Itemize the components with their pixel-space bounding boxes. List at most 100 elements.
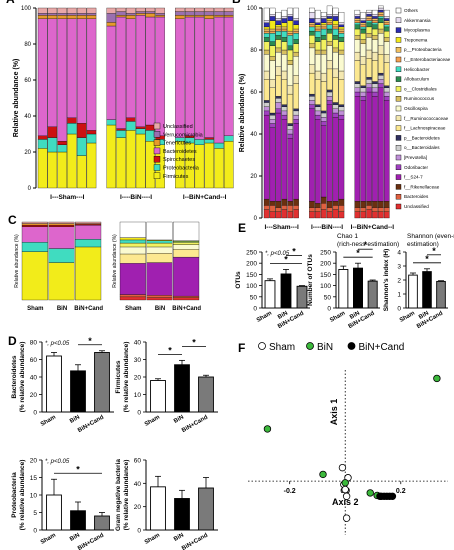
bar-bacteroidetes — [106, 25, 116, 120]
bar-oscillospira — [326, 45, 333, 61]
y-tick-label: 100 — [320, 283, 331, 290]
legend-swatch-akkermansia — [395, 17, 402, 23]
bar-sham — [338, 269, 349, 309]
bar-f-lachnospiraceae — [354, 60, 361, 82]
bar-oscillospira — [269, 60, 276, 80]
significance-star: * — [284, 254, 288, 264]
bar-treponema — [332, 20, 339, 25]
bar-tenericutes — [145, 13, 156, 18]
bar-ruminococcus — [366, 33, 372, 38]
bar-proteobacteria — [116, 130, 126, 138]
bar-mycoplasma — [275, 20, 282, 25]
legend-swatch-allobaculum — [395, 76, 402, 82]
bar-firmicutes — [106, 124, 116, 189]
bar-f-enterobacteriaceae — [293, 30, 299, 34]
bar-treponema — [293, 24, 299, 30]
bar-akkermansia — [360, 18, 366, 21]
y-tick-label: 60 — [134, 458, 142, 465]
legend-swatch-f-enterobacteriaceae — [395, 56, 402, 63]
chart-title-line2: estimation) — [407, 241, 439, 248]
x-tick-label: Sham — [399, 311, 416, 324]
bar-allobaculum — [372, 24, 378, 30]
bar-mycoplasma — [332, 16, 339, 21]
bar-allobaculum — [287, 45, 293, 51]
bar-bacteroides — [315, 207, 321, 212]
panel-a: A 0 20 40 60 80 100 Relative abundance (%) I---S… — [6, 0, 234, 201]
bar-oscillospira — [338, 54, 345, 72]
point-bin-cand — [388, 492, 397, 500]
legend-swatch-verrucomicrobia — [153, 131, 161, 138]
bar-allobaculum — [366, 22, 372, 28]
y-tick-label: 50 — [324, 294, 332, 301]
bar-p-proteobacteria — [287, 30, 293, 34]
bar-firmicutes — [76, 155, 87, 189]
significance-note: *, p<0.05 — [265, 251, 290, 257]
bar-f-lachnospiraceae — [281, 79, 288, 105]
bar-others — [146, 221, 173, 241]
bar-allobaculum — [269, 41, 276, 46]
bar-f-s24-7 — [146, 262, 173, 296]
bar-f-ruminococcaceae — [263, 70, 270, 80]
bar-prevotella — [326, 96, 333, 101]
bar-tenericutes — [57, 15, 67, 19]
bar-f-rikenellaceae — [378, 201, 384, 208]
bar-p-bacteroidetes — [263, 100, 270, 103]
x-tick-label: Sham — [125, 306, 141, 312]
bar-unclassified — [287, 211, 293, 219]
bar-verrucomicrobia — [155, 13, 165, 16]
y-axis-label-unit: (% relative abundance) — [19, 342, 26, 413]
bar-f-lachnospiraceae — [372, 60, 378, 82]
bar-allobaculum — [338, 37, 345, 42]
bar-unclassified — [275, 211, 282, 219]
bar-spirochaetes — [21, 224, 48, 227]
bar-firmicutes — [116, 137, 126, 189]
bar-f-lachnospiraceae — [378, 54, 384, 74]
bar-odoribacter — [293, 119, 299, 124]
bar-treponema — [269, 20, 276, 30]
bar-ruminococcus — [320, 49, 327, 55]
bar-p-proteobacteria — [269, 28, 276, 32]
panel-c-left: C Sham BiN BiN+Cand Relative abundance (%) — [8, 213, 103, 312]
bar-akkermansia — [309, 12, 315, 19]
bar-f-s24-7 — [315, 119, 321, 204]
bar-odoribacter — [332, 112, 339, 118]
y-axis-label: OTUs — [235, 271, 242, 289]
bar-f-s24-7 — [372, 96, 378, 202]
bar-f-rikenellaceae — [372, 201, 378, 208]
bar-firmicutes — [57, 151, 67, 189]
bar-oscillospira — [287, 64, 293, 86]
x-tick-label: BiN — [349, 311, 361, 321]
bar-bacteroidetes — [116, 16, 126, 129]
point-bin — [263, 425, 272, 433]
bar-o-clostridiales — [315, 41, 321, 51]
legend-label-unclassified: Unclassified — [163, 124, 193, 130]
bar-p-proteobacteria — [275, 26, 282, 30]
bar-firmicutes — [126, 130, 136, 189]
bar-f-enterobacteriaceae — [338, 30, 345, 34]
bar-bacteroidetes — [194, 16, 205, 140]
y-axis-label: Shannon's index (H) — [383, 249, 390, 312]
y-axis-label: Relative abundance (%) — [239, 74, 246, 153]
legend-swatch-bacteroides — [395, 193, 402, 200]
y-tick-label: 40 — [134, 481, 142, 488]
bar-o-clostridiales — [269, 45, 276, 57]
bar-o-bacteroidales — [354, 83, 361, 88]
point-bin — [366, 489, 374, 497]
bar-f-s24-7 — [263, 114, 270, 200]
bar-bin-cand — [198, 487, 214, 531]
bar-prevotella — [372, 87, 378, 93]
bar-others — [326, 5, 333, 15]
bar-others — [263, 7, 270, 21]
bar-akkermansia — [269, 14, 276, 17]
legend-swatch-p-bacteroidetes — [395, 135, 402, 141]
bar-akkermansia — [332, 14, 339, 17]
legend-label-others: Others — [404, 8, 418, 13]
bar-spirochaetes — [67, 117, 77, 124]
bar-bin — [70, 510, 86, 531]
bar-treponema — [281, 22, 288, 28]
bar-others — [269, 7, 276, 15]
bar-mycoplasma — [360, 20, 366, 23]
bar-bin-cand — [436, 280, 446, 309]
bar-bacteroidetes — [145, 16, 156, 126]
bar-others — [275, 12, 282, 19]
